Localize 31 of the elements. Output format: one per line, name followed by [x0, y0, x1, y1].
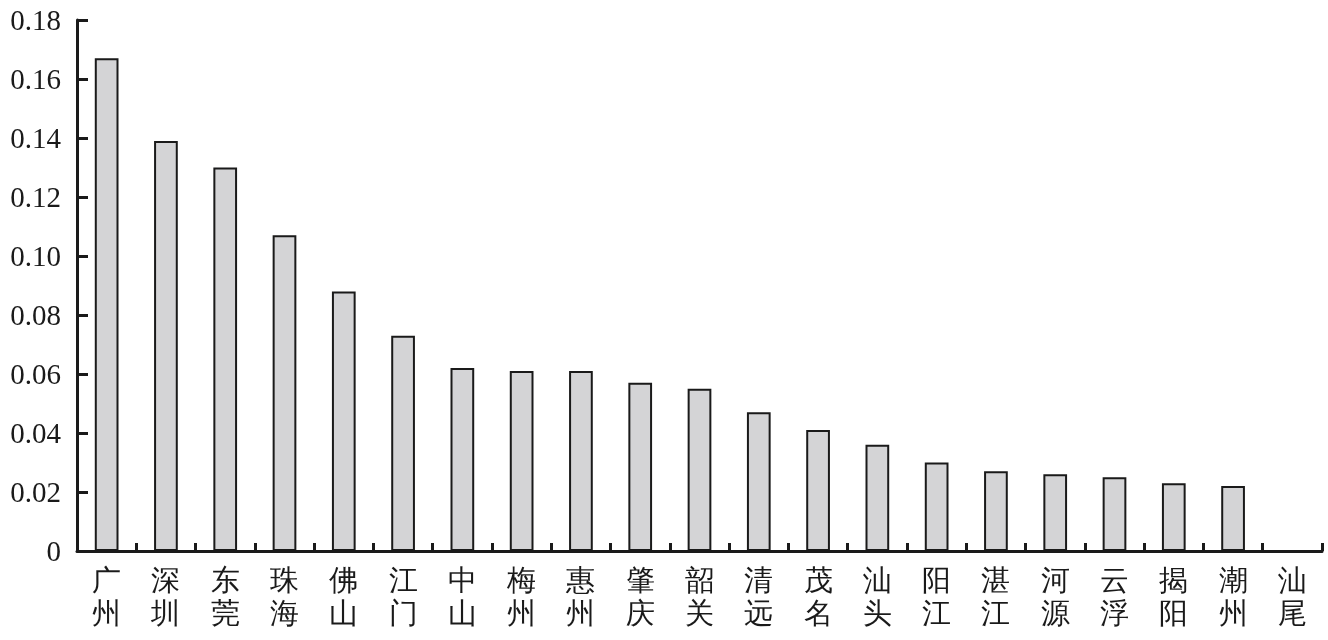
y-tick-label: 0.02 — [10, 476, 61, 508]
y-tick-label: 0.08 — [10, 299, 61, 331]
x-tick-label: 潮州 — [1218, 563, 1248, 629]
x-tick-label: 梅州 — [506, 563, 537, 629]
x-tick-label: 韶关 — [685, 563, 714, 629]
y-tick-label: 0.18 — [10, 4, 61, 36]
y-tick-label: 0.10 — [10, 240, 61, 272]
y-tick-label: 0.12 — [10, 181, 61, 213]
x-tick-label: 茂名 — [803, 563, 833, 629]
y-tick-label: 0 — [46, 535, 61, 567]
x-tick-label: 江门 — [388, 563, 418, 629]
x-tick-label: 肇庆 — [625, 563, 655, 629]
x-tick-label: 汕尾 — [1277, 563, 1307, 629]
x-tick-label: 河源 — [1040, 563, 1070, 629]
x-tick-label: 惠州 — [565, 563, 596, 629]
x-tick-label: 阳江 — [922, 563, 952, 629]
x-tick-label: 广州 — [92, 563, 122, 629]
x-tick-label: 珠海 — [270, 563, 299, 629]
x-tick-label: 湛江 — [981, 563, 1011, 629]
y-tick-label: 0.04 — [10, 417, 62, 449]
x-tick-label: 汕头 — [862, 563, 892, 629]
x-tick-label: 佛山 — [329, 563, 359, 629]
x-tick-label: 中山 — [447, 563, 477, 629]
x-tick-label: 云浮 — [1100, 563, 1129, 629]
x-tick-label: 揭阳 — [1159, 563, 1189, 629]
y-tick-label: 0.16 — [10, 63, 61, 95]
x-tick-label: 深圳 — [150, 563, 181, 629]
x-tick-label: 东莞 — [210, 563, 240, 629]
x-tick-label: 清远 — [744, 563, 774, 629]
y-tick-label: 0.14 — [10, 122, 62, 154]
y-tick-label: 0.06 — [10, 358, 61, 390]
